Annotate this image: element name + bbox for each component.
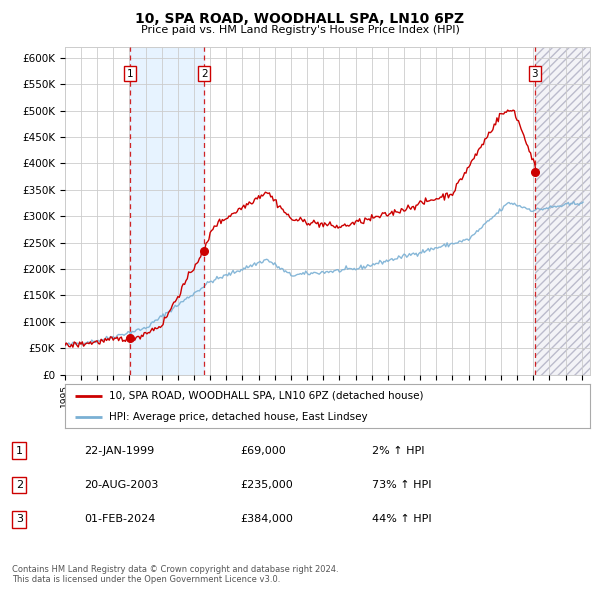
Bar xyxy=(535,47,590,375)
Text: £384,000: £384,000 xyxy=(240,514,293,524)
Text: 2% ↑ HPI: 2% ↑ HPI xyxy=(372,446,425,455)
Text: 3: 3 xyxy=(16,514,23,524)
Text: 1: 1 xyxy=(127,68,134,78)
Text: Price paid vs. HM Land Registry's House Price Index (HPI): Price paid vs. HM Land Registry's House … xyxy=(140,25,460,35)
Text: 20-AUG-2003: 20-AUG-2003 xyxy=(84,480,158,490)
Text: 10, SPA ROAD, WOODHALL SPA, LN10 6PZ: 10, SPA ROAD, WOODHALL SPA, LN10 6PZ xyxy=(136,12,464,26)
Text: 22-JAN-1999: 22-JAN-1999 xyxy=(84,446,154,455)
Text: 10, SPA ROAD, WOODHALL SPA, LN10 6PZ (detached house): 10, SPA ROAD, WOODHALL SPA, LN10 6PZ (de… xyxy=(109,391,424,401)
Text: 01-FEB-2024: 01-FEB-2024 xyxy=(84,514,155,524)
Text: HPI: Average price, detached house, East Lindsey: HPI: Average price, detached house, East… xyxy=(109,412,368,422)
Text: 44% ↑ HPI: 44% ↑ HPI xyxy=(372,514,431,524)
Text: £235,000: £235,000 xyxy=(240,480,293,490)
Bar xyxy=(535,47,590,375)
Text: Contains HM Land Registry data © Crown copyright and database right 2024.
This d: Contains HM Land Registry data © Crown c… xyxy=(12,565,338,584)
Text: 3: 3 xyxy=(532,68,538,78)
Text: 2: 2 xyxy=(201,68,208,78)
Text: 2: 2 xyxy=(16,480,23,490)
Bar xyxy=(130,47,204,375)
Text: £69,000: £69,000 xyxy=(240,446,286,455)
Text: 1: 1 xyxy=(16,446,23,455)
Text: 73% ↑ HPI: 73% ↑ HPI xyxy=(372,480,431,490)
